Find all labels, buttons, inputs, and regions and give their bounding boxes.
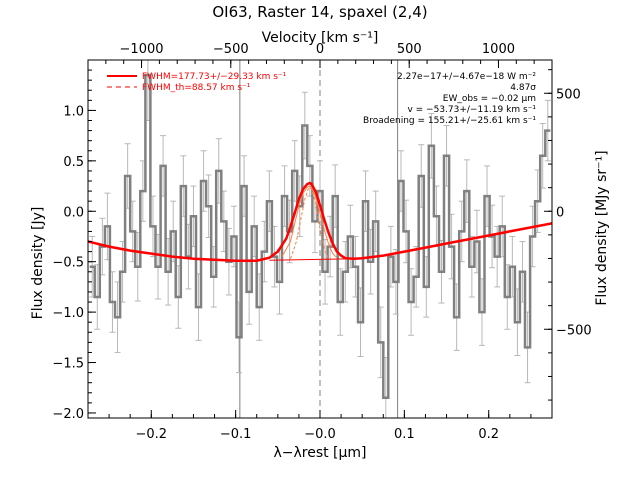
x2-tick-label: −1000	[120, 42, 164, 57]
x2-tick-label: 500	[397, 42, 422, 57]
fit-gaussian-line	[281, 185, 338, 259]
y-tick-label: 1.0	[63, 104, 84, 119]
annotation-velocity: v = −53.73+/−11.19 km s⁻¹	[407, 105, 536, 115]
chart-title: OI63, Raster 14, spaxel (2,4)	[212, 3, 427, 21]
legend-label-fwhm-th: FWHM_th=88.57 km s⁻¹	[142, 83, 251, 93]
y-tick-label: 0.0	[63, 205, 84, 220]
fit-annotations: 2.27e−17+/−4.67e−18 W m⁻² 4.87σ EW_obs =…	[363, 72, 536, 126]
y2-tick-label: −500	[556, 323, 592, 338]
x2-axis-title: Velocity [km s⁻¹]	[262, 30, 379, 46]
x2-tick-label: 1000	[482, 42, 515, 57]
fit-total-line	[88, 181, 552, 262]
y2-axis-title: Flux density [MJy sr⁻¹]	[594, 150, 610, 305]
x2-tick-label: 0	[316, 42, 324, 57]
fit-thermal-line	[290, 186, 329, 259]
plot-inner	[88, 60, 552, 418]
legend-label-fwhm: FWHM=177.73+/−29.33 km s⁻¹	[142, 72, 287, 82]
x2-tick-label: −500	[213, 42, 249, 57]
plot-area	[88, 60, 552, 418]
y-tick-label: −1.5	[52, 357, 84, 372]
y2-tick-label: 500	[556, 87, 581, 102]
x-tick-label: 0.2	[478, 427, 499, 442]
x-tick-label: −0.2	[135, 427, 167, 442]
legend: FWHM=177.73+/−29.33 km s⁻¹ FWHM_th=88.57…	[107, 72, 287, 93]
fit-baseline-line	[269, 258, 354, 261]
annotation-significance: 4.87σ	[510, 83, 536, 93]
y-tick-label: −2.0	[52, 407, 84, 422]
x-axis-title: λ−λrest [μm]	[273, 445, 366, 461]
x-tick-label: 0.1	[394, 427, 415, 442]
annotation-broadening: Broadening = 155.21+/−25.61 km s⁻¹	[363, 116, 536, 126]
y-axis-title: Flux density [Jy]	[30, 207, 46, 320]
annotation-equivalent-width: EW_obs = −0.02 μm	[443, 94, 536, 104]
y-tick-label: 0.5	[63, 155, 84, 170]
x-tick-label: −0.1	[220, 427, 252, 442]
y-tick-label: −1.0	[52, 306, 84, 321]
spectrum-line	[89, 73, 551, 400]
annotation-line-flux: 2.27e−17+/−4.67e−18 W m⁻²	[397, 72, 536, 82]
y2-tick-label: 0	[556, 205, 564, 220]
y-tick-label: −0.5	[52, 256, 84, 271]
x-tick-label: −0.0	[304, 427, 336, 442]
axes: −0.2 −0.1 −0.0 0.1 0.2 −2.0 −1.5 −1.0 −0.5 0.0 0.5…	[52, 42, 591, 442]
